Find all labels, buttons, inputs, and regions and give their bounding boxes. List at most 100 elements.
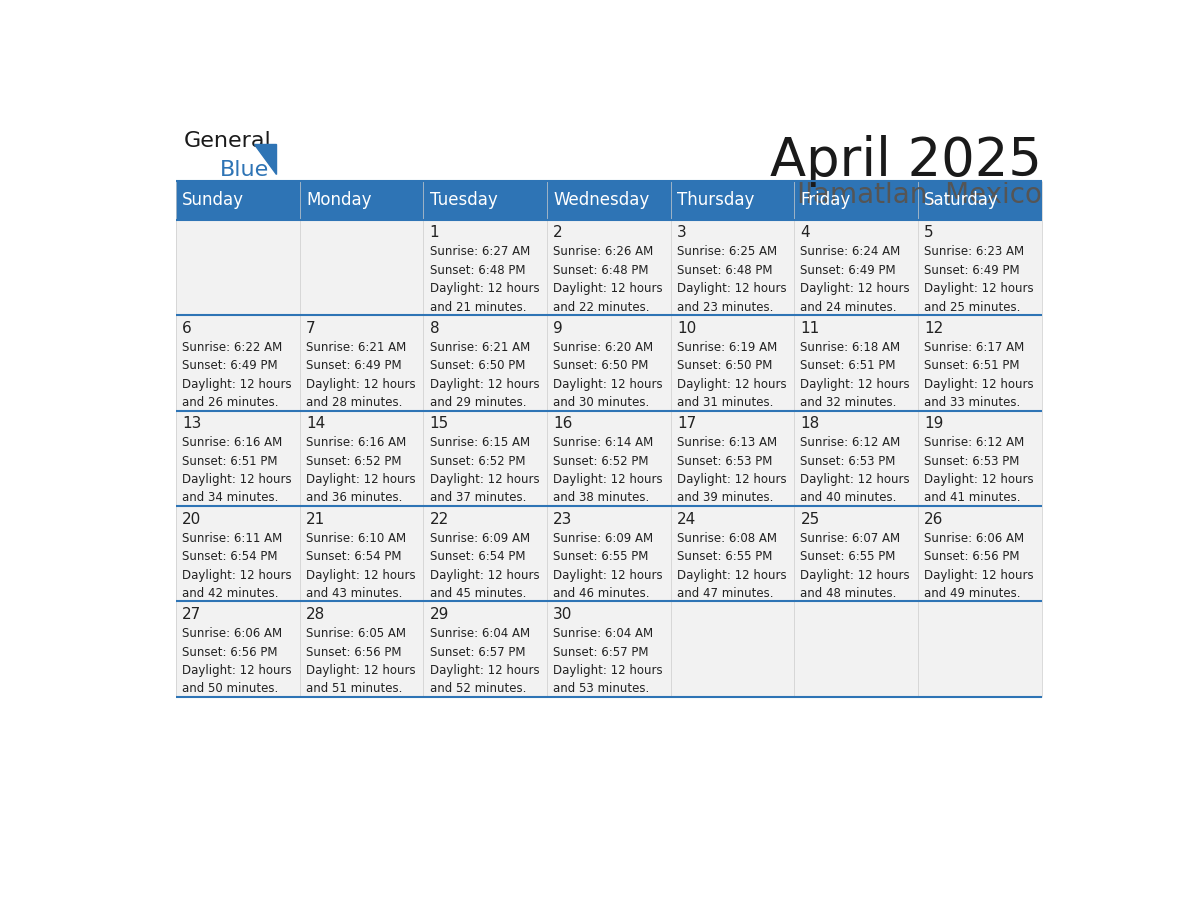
Text: 17: 17: [677, 416, 696, 431]
Text: Tuesday: Tuesday: [430, 191, 498, 209]
Text: Sunrise: 6:24 AM: Sunrise: 6:24 AM: [801, 245, 901, 259]
Text: Sunrise: 6:11 AM: Sunrise: 6:11 AM: [182, 532, 283, 544]
Text: Sunset: 6:54 PM: Sunset: 6:54 PM: [182, 550, 278, 563]
FancyBboxPatch shape: [671, 219, 795, 315]
Text: Sunset: 6:53 PM: Sunset: 6:53 PM: [677, 454, 772, 467]
Text: Sunset: 6:54 PM: Sunset: 6:54 PM: [307, 550, 402, 563]
Text: and 52 minutes.: and 52 minutes.: [430, 682, 526, 695]
Text: Daylight: 12 hours: Daylight: 12 hours: [182, 377, 292, 391]
Text: 11: 11: [801, 321, 820, 336]
Text: Daylight: 12 hours: Daylight: 12 hours: [307, 377, 416, 391]
Text: Sunset: 6:57 PM: Sunset: 6:57 PM: [430, 645, 525, 658]
Text: Daylight: 12 hours: Daylight: 12 hours: [924, 282, 1034, 296]
Text: Sunrise: 6:22 AM: Sunrise: 6:22 AM: [182, 341, 283, 354]
FancyBboxPatch shape: [299, 219, 423, 315]
FancyBboxPatch shape: [795, 315, 918, 410]
Text: Sunset: 6:56 PM: Sunset: 6:56 PM: [307, 645, 402, 658]
Text: and 48 minutes.: and 48 minutes.: [801, 587, 897, 599]
Text: 16: 16: [554, 416, 573, 431]
FancyBboxPatch shape: [176, 315, 299, 410]
Text: Daylight: 12 hours: Daylight: 12 hours: [554, 377, 663, 391]
FancyBboxPatch shape: [546, 410, 671, 506]
Text: Sunset: 6:57 PM: Sunset: 6:57 PM: [554, 645, 649, 658]
Text: Ilamatlan, Mexico: Ilamatlan, Mexico: [797, 181, 1042, 209]
Text: Sunset: 6:51 PM: Sunset: 6:51 PM: [182, 454, 278, 467]
Text: Daylight: 12 hours: Daylight: 12 hours: [430, 473, 539, 487]
Text: and 22 minutes.: and 22 minutes.: [554, 300, 650, 314]
Text: 1: 1: [430, 226, 440, 241]
Text: Sunrise: 6:06 AM: Sunrise: 6:06 AM: [182, 627, 283, 640]
Text: Sunset: 6:55 PM: Sunset: 6:55 PM: [554, 550, 649, 563]
Text: 29: 29: [430, 607, 449, 622]
Text: Daylight: 12 hours: Daylight: 12 hours: [924, 568, 1034, 581]
FancyBboxPatch shape: [546, 601, 671, 697]
Text: Daylight: 12 hours: Daylight: 12 hours: [677, 282, 786, 296]
Text: Sunrise: 6:27 AM: Sunrise: 6:27 AM: [430, 245, 530, 259]
Text: 21: 21: [307, 511, 326, 527]
Text: Daylight: 12 hours: Daylight: 12 hours: [554, 473, 663, 487]
FancyBboxPatch shape: [671, 506, 795, 601]
Text: Sunrise: 6:16 AM: Sunrise: 6:16 AM: [307, 436, 406, 449]
Text: Sunrise: 6:26 AM: Sunrise: 6:26 AM: [554, 245, 653, 259]
FancyBboxPatch shape: [918, 315, 1042, 410]
Text: and 53 minutes.: and 53 minutes.: [554, 682, 650, 695]
FancyBboxPatch shape: [795, 219, 918, 315]
Text: Daylight: 12 hours: Daylight: 12 hours: [430, 282, 539, 296]
Text: and 30 minutes.: and 30 minutes.: [554, 396, 650, 409]
Text: Sunset: 6:52 PM: Sunset: 6:52 PM: [430, 454, 525, 467]
Text: Sunrise: 6:21 AM: Sunrise: 6:21 AM: [430, 341, 530, 354]
Text: Sunrise: 6:15 AM: Sunrise: 6:15 AM: [430, 436, 530, 449]
Text: Sunset: 6:49 PM: Sunset: 6:49 PM: [924, 263, 1019, 277]
Text: 15: 15: [430, 416, 449, 431]
Text: Friday: Friday: [801, 191, 851, 209]
Text: 22: 22: [430, 511, 449, 527]
Text: and 36 minutes.: and 36 minutes.: [307, 491, 403, 505]
Text: Sunrise: 6:19 AM: Sunrise: 6:19 AM: [677, 341, 777, 354]
Text: Sunrise: 6:04 AM: Sunrise: 6:04 AM: [554, 627, 653, 640]
Text: Daylight: 12 hours: Daylight: 12 hours: [182, 568, 292, 581]
Text: Sunset: 6:56 PM: Sunset: 6:56 PM: [924, 550, 1019, 563]
Text: Sunrise: 6:17 AM: Sunrise: 6:17 AM: [924, 341, 1024, 354]
Text: Sunset: 6:55 PM: Sunset: 6:55 PM: [677, 550, 772, 563]
Polygon shape: [254, 144, 277, 174]
Text: Sunrise: 6:06 AM: Sunrise: 6:06 AM: [924, 532, 1024, 544]
FancyBboxPatch shape: [795, 601, 918, 697]
FancyBboxPatch shape: [918, 506, 1042, 601]
Text: 25: 25: [801, 511, 820, 527]
FancyBboxPatch shape: [546, 315, 671, 410]
Text: Sunrise: 6:21 AM: Sunrise: 6:21 AM: [307, 341, 406, 354]
Text: 26: 26: [924, 511, 943, 527]
Text: and 50 minutes.: and 50 minutes.: [182, 682, 278, 695]
Text: Sunset: 6:51 PM: Sunset: 6:51 PM: [924, 359, 1019, 373]
Text: and 51 minutes.: and 51 minutes.: [307, 682, 403, 695]
Text: Daylight: 12 hours: Daylight: 12 hours: [182, 473, 292, 487]
FancyBboxPatch shape: [918, 410, 1042, 506]
Text: 3: 3: [677, 226, 687, 241]
Text: Sunrise: 6:07 AM: Sunrise: 6:07 AM: [801, 532, 901, 544]
FancyBboxPatch shape: [795, 410, 918, 506]
Text: 30: 30: [554, 607, 573, 622]
Text: Sunrise: 6:09 AM: Sunrise: 6:09 AM: [430, 532, 530, 544]
Text: Sunrise: 6:25 AM: Sunrise: 6:25 AM: [677, 245, 777, 259]
FancyBboxPatch shape: [176, 506, 299, 601]
Text: and 38 minutes.: and 38 minutes.: [554, 491, 650, 505]
FancyBboxPatch shape: [299, 601, 423, 697]
Text: 2: 2: [554, 226, 563, 241]
Text: 19: 19: [924, 416, 943, 431]
Text: Daylight: 12 hours: Daylight: 12 hours: [307, 473, 416, 487]
Text: Sunrise: 6:10 AM: Sunrise: 6:10 AM: [307, 532, 406, 544]
Text: 12: 12: [924, 321, 943, 336]
Text: Sunset: 6:53 PM: Sunset: 6:53 PM: [801, 454, 896, 467]
FancyBboxPatch shape: [299, 506, 423, 601]
Text: Daylight: 12 hours: Daylight: 12 hours: [430, 568, 539, 581]
Text: Sunset: 6:52 PM: Sunset: 6:52 PM: [554, 454, 649, 467]
Text: Daylight: 12 hours: Daylight: 12 hours: [801, 473, 910, 487]
FancyBboxPatch shape: [299, 410, 423, 506]
Text: Daylight: 12 hours: Daylight: 12 hours: [924, 473, 1034, 487]
Text: Sunrise: 6:20 AM: Sunrise: 6:20 AM: [554, 341, 653, 354]
FancyBboxPatch shape: [176, 410, 299, 506]
Text: Sunrise: 6:05 AM: Sunrise: 6:05 AM: [307, 627, 406, 640]
Text: Sunset: 6:52 PM: Sunset: 6:52 PM: [307, 454, 402, 467]
Text: and 26 minutes.: and 26 minutes.: [182, 396, 279, 409]
FancyBboxPatch shape: [546, 219, 671, 315]
